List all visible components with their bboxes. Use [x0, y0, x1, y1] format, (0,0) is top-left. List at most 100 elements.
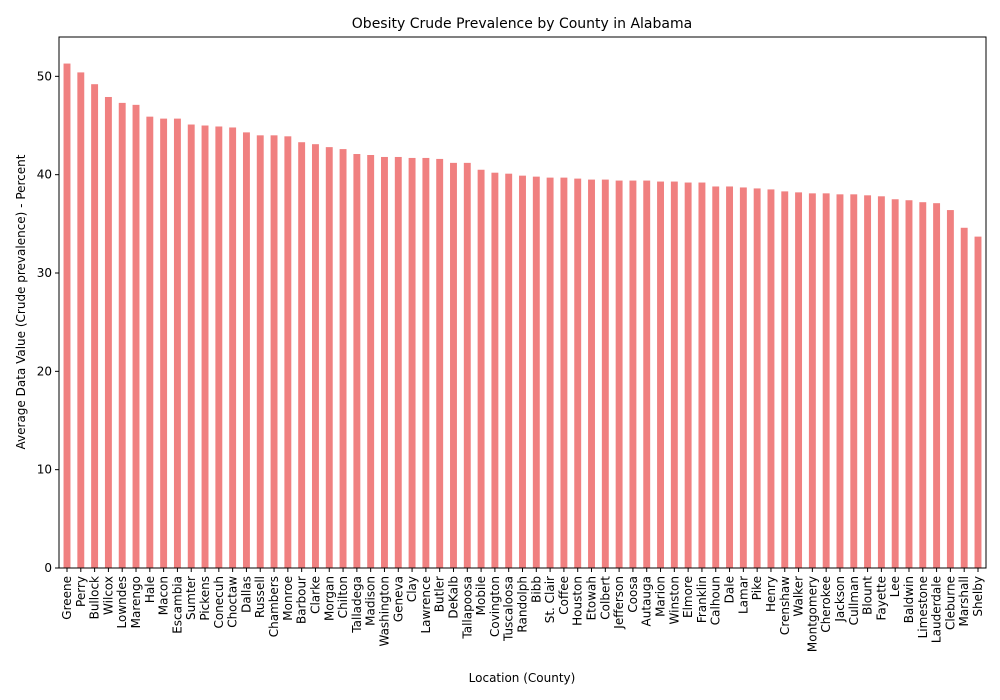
x-tick-label: Chilton	[336, 576, 350, 618]
bar-houston	[574, 178, 582, 568]
x-tick-label: Coosa	[626, 576, 640, 613]
x-tick-label: Tuscaloosa	[502, 576, 516, 642]
bar-randolph	[519, 175, 526, 568]
bar-etowah	[588, 179, 595, 569]
x-tick-label: Montgomery	[805, 576, 819, 652]
bar-elmore	[684, 182, 692, 569]
bar-jefferson	[615, 180, 623, 569]
y-tick-label: 10	[37, 463, 52, 477]
bar-greene	[63, 63, 71, 569]
x-tick-label: Calhoun	[709, 576, 723, 625]
bar-lee	[891, 199, 899, 568]
bar-cleburne	[946, 210, 954, 569]
x-tick-label: Pickens	[198, 576, 212, 621]
x-tick-label: Fayette	[874, 576, 888, 620]
bar-bullock	[91, 84, 99, 568]
x-tick-label: Crenshaw	[778, 576, 792, 635]
x-tick-label: Clarke	[308, 576, 322, 614]
bar-clay	[408, 157, 416, 568]
x-tick-label: Shelby	[971, 576, 985, 617]
bar-monroe	[284, 136, 292, 569]
bar-montgomery	[808, 193, 816, 568]
bar-butler	[436, 158, 444, 568]
bar-russell	[256, 135, 264, 569]
bar-pike	[753, 188, 761, 568]
x-tick-label: Elmore	[681, 576, 695, 618]
x-tick-label: Lee	[888, 576, 902, 597]
x-tick-label: Chambers	[267, 576, 281, 637]
bar-franklin	[698, 182, 706, 569]
x-axis: Greene Perry Bullock Wilcox Lowndes Marengo Ha…	[60, 568, 985, 652]
bar-pickens	[201, 125, 209, 568]
x-tick-label: Washington	[377, 576, 391, 647]
bar-conecuh	[215, 126, 223, 568]
bar-lamar	[739, 187, 747, 568]
bar-st-clair	[546, 177, 554, 568]
bar-autauga	[643, 180, 651, 569]
x-tick-label: Franklin	[695, 576, 709, 623]
x-tick-label: Talladega	[350, 576, 364, 634]
x-tick-label: Blount	[861, 576, 875, 615]
bar-cullman	[850, 194, 858, 569]
x-tick-label: Greene	[60, 576, 74, 620]
bar-colbert	[601, 179, 609, 569]
bar-madison	[367, 155, 375, 568]
bar-barbour	[298, 142, 306, 568]
x-tick-label: Hale	[143, 576, 157, 603]
bar-coosa	[629, 180, 637, 569]
y-tick-label: 30	[37, 266, 52, 280]
bar-lauderdale	[933, 203, 941, 568]
bar-calhoun	[712, 186, 720, 568]
x-tick-label: Lamar	[736, 576, 750, 614]
bar-jackson	[836, 194, 844, 569]
bar-walker	[795, 192, 803, 568]
y-axis-title: Average Data Value (Crude prevalence) - …	[14, 154, 28, 449]
x-tick-label: Bibb	[529, 576, 543, 603]
bar-coffee	[560, 177, 568, 568]
bar-marion	[657, 181, 664, 569]
x-tick-label: Etowah	[585, 576, 599, 620]
x-tick-label: Morgan	[322, 576, 336, 621]
x-tick-label: Marshall	[957, 576, 971, 627]
x-tick-label: Sumter	[184, 576, 198, 620]
x-tick-label: Winston	[667, 576, 681, 624]
x-tick-label: Monroe	[281, 576, 295, 621]
bar-cherokee	[822, 193, 830, 568]
bar-baldwin	[905, 200, 913, 568]
x-tick-label: Coffee	[557, 576, 571, 615]
x-tick-label: Lowndes	[115, 576, 129, 629]
x-tick-label: St. Clair	[543, 576, 557, 623]
x-tick-label: Marengo	[129, 576, 143, 628]
bar-limestone	[919, 202, 927, 568]
x-tick-label: Macon	[157, 576, 171, 615]
bar-tuscaloosa	[505, 173, 513, 568]
bar-lawrence	[422, 157, 430, 568]
x-tick-label: Dallas	[239, 576, 253, 613]
bar-geneva	[394, 156, 402, 568]
y-tick-label: 50	[37, 69, 52, 83]
x-tick-label: Baldwin	[902, 576, 916, 623]
x-tick-label: Russell	[253, 576, 267, 618]
bar-crenshaw	[781, 191, 789, 568]
x-tick-label: Randolph	[516, 576, 530, 633]
x-tick-label: Colbert	[598, 576, 612, 620]
bar-mobile	[477, 169, 485, 568]
bar-blount	[864, 195, 872, 569]
x-tick-label: Lawrence	[419, 576, 433, 634]
x-tick-label: Madison	[364, 576, 378, 626]
bar-marengo	[132, 104, 140, 568]
x-tick-label: Houston	[571, 576, 585, 626]
x-tick-label: Covington	[488, 576, 502, 637]
bar-wilcox	[104, 96, 112, 568]
x-tick-label: Tallapoosa	[460, 576, 474, 640]
bar-clarke	[311, 144, 319, 568]
bar-chambers	[270, 135, 278, 569]
x-tick-label: Escambia	[170, 576, 184, 634]
x-tick-label: Cherokee	[819, 576, 833, 633]
x-tick-label: Cleburne	[943, 576, 957, 630]
x-tick-label: Clay	[405, 576, 419, 602]
x-tick-label: Autauga	[640, 576, 654, 626]
x-tick-label: Pike	[750, 576, 764, 600]
x-tick-label: Mobile	[474, 576, 488, 615]
x-tick-label: Jackson	[833, 576, 847, 623]
